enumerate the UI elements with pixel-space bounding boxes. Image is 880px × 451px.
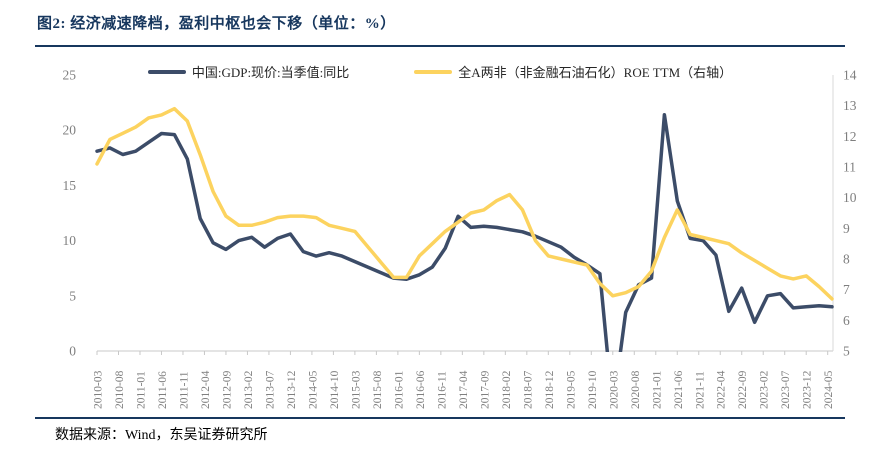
x-axis-label: 2015-03: [350, 370, 362, 409]
x-axis-label: 2019-05: [565, 370, 577, 409]
x-axis-label: 2017-04: [458, 370, 470, 409]
left-axis-label: 5: [69, 288, 76, 303]
x-axis-label: 2016-11: [436, 371, 448, 409]
x-axis-label: 2015-08: [372, 370, 384, 409]
figure-title: 图2: 经济减速降档，盈利中枢也会下移（单位：%）: [37, 16, 396, 32]
x-axis-label: 2011-11: [178, 371, 190, 409]
x-axis-label: 2010-03: [93, 370, 105, 409]
roe-line: [95, 106, 834, 301]
footer-divider: [35, 417, 845, 419]
x-axis-label: 2019-10: [587, 370, 599, 409]
x-axis-label: 2021-11: [694, 371, 706, 409]
x-axis-label: 2023-07: [780, 370, 792, 409]
data-source-note: 数据来源：Wind，东吴证券研究所: [55, 428, 268, 443]
right-axis-label: 13: [843, 98, 857, 113]
x-axis-label: 2018-02: [501, 370, 513, 409]
right-axis-label: 5: [843, 344, 850, 359]
x-axis-label: 2014-10: [329, 370, 341, 409]
x-axis-label: 2013-07: [264, 370, 276, 409]
gdp-line: [95, 112, 834, 352]
right-axis-label: 10: [843, 190, 857, 205]
right-axis-label: 8: [843, 252, 850, 267]
title-divider: [35, 45, 845, 47]
x-axis-label: 2010-08: [114, 370, 126, 409]
left-axis-label: 0: [69, 344, 76, 359]
left-axis-label: 20: [63, 123, 77, 138]
x-axis-label: 2016-06: [415, 370, 427, 409]
x-axis-label: 2023-02: [759, 370, 771, 409]
x-axis-label: 2021-01: [651, 370, 663, 409]
x-axis-label: 2021-06: [673, 370, 685, 409]
x-axis-label: 2011-06: [157, 371, 169, 409]
left-axis-label: 25: [63, 68, 77, 83]
right-axis-label: 7: [843, 282, 850, 297]
x-axis-label: 2016-01: [393, 370, 405, 409]
x-axis-label: 2018-12: [544, 370, 556, 409]
x-axis-label: 2013-12: [286, 370, 298, 409]
x-axis-label: 2017-09: [479, 370, 491, 409]
x-axis-label: 2020-03: [608, 370, 620, 409]
x-axis-label: 2012-09: [221, 370, 233, 409]
x-axis-label: 2023-12: [802, 370, 814, 409]
x-axis-label: 2020-08: [630, 370, 642, 409]
left-axis-label: 10: [63, 233, 77, 248]
right-axis-label: 11: [843, 160, 856, 175]
left-axis-label: 15: [63, 178, 77, 193]
right-axis-label: 14: [843, 68, 857, 83]
right-axis-label: 12: [843, 129, 857, 144]
right-axis-label: 9: [843, 221, 850, 236]
x-axis-label: 2011-01: [135, 371, 147, 409]
x-axis-label: 2024-05: [823, 370, 835, 409]
x-axis-label: 2013-02: [243, 370, 255, 409]
x-axis-label: 2012-04: [200, 370, 212, 409]
x-axis-label: 2018-07: [522, 370, 534, 409]
x-axis-label: 2022-04: [716, 370, 728, 409]
right-axis-label: 6: [843, 313, 850, 328]
x-axis-label: 2022-09: [737, 370, 749, 409]
x-axis-label: 2014-05: [307, 370, 319, 409]
